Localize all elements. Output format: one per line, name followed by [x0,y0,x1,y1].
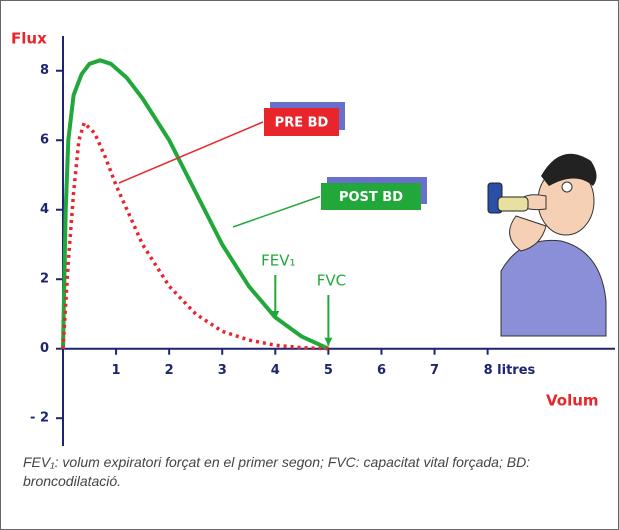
legend-arrow [233,197,320,228]
x-tick-label: 4 [271,363,280,378]
annotation-label: FVC [317,272,346,290]
legend-arrow [119,122,263,183]
x-tick-label: 2 [165,363,174,378]
series-line [63,123,328,349]
y-tick-label: 2 [40,272,49,287]
illustration [488,154,606,336]
x-tick-label: 8 litres [484,363,536,378]
y-tick-label: 6 [40,133,49,148]
x-tick-label: 3 [218,363,227,378]
x-tick-label: 7 [430,363,439,378]
x-axis-label: Volum [546,392,599,410]
x-tick-label: 5 [324,363,333,378]
y-axis-label: Flux [11,30,47,48]
x-tick-label: 6 [377,363,386,378]
legend-label: PRE BD [275,116,329,131]
y-tick-label: 4 [40,202,49,217]
figure: Flux Volum 8 6 4 2 0 - 2 1 2 3 4 5 6 7 8 litres POST B… [0,0,619,530]
y-tick-label: - 2 [30,411,49,426]
annotation-label: FEV₁ [261,252,295,270]
x-tick-label: 1 [112,363,121,378]
annotation-arrowhead [324,338,332,346]
chart: Flux Volum 8 6 4 2 0 - 2 1 2 3 4 5 6 7 8 litres POST B… [1,1,618,451]
legend-label: POST BD [339,190,403,205]
y-tick-label: 8 [40,63,49,78]
caption: FEV₁: volum expiratori forçat en el prim… [23,453,598,491]
y-tick-label: 0 [40,341,49,356]
